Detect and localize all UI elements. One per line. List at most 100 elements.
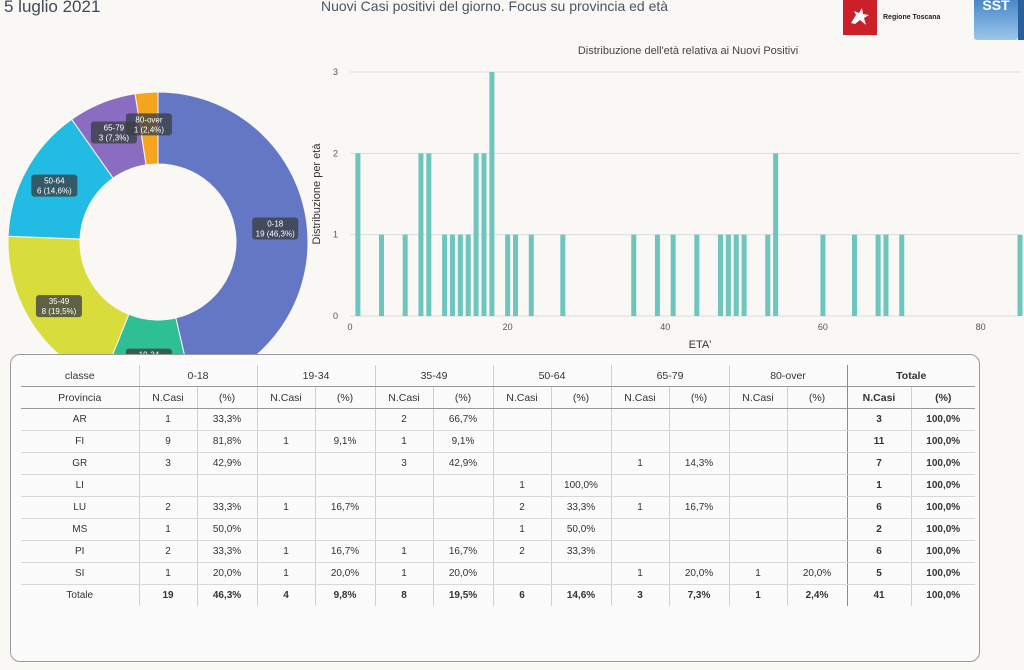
- ncasi-cell: 1: [728, 562, 787, 585]
- pct-header: (%): [550, 386, 611, 409]
- pct-cell: 9,8%: [314, 584, 375, 606]
- histogram-bar-age-12: [442, 234, 448, 316]
- histogram-bar-age-70: [899, 234, 905, 316]
- ncasi-cell: 9: [138, 430, 197, 453]
- page-title: Nuovi Casi positivi del giorno. Focus su…: [321, 0, 669, 14]
- table-row: MS 1 50,0% 1 50,0% 2 100,0%: [21, 518, 975, 541]
- ncasi-cell: [374, 496, 433, 519]
- pct-header: (%): [668, 386, 729, 409]
- ncasi-cell: 3: [374, 452, 433, 475]
- class-header: classe: [21, 365, 139, 387]
- ncasi-cell: [374, 474, 433, 497]
- totals-row: Totale 19 46,3% 4 9,8% 8 19,5% 6 14,6% 3 7,3% 1 2,4%…: [21, 584, 975, 606]
- ncasi-cell: 2: [492, 496, 551, 519]
- ncasi-cell: 1: [138, 518, 197, 541]
- histogram-bar-age-53: [765, 234, 771, 316]
- ncasi-cell: [728, 474, 787, 497]
- class-header-35-49: 35-49: [374, 365, 493, 387]
- ncasi-cell: [728, 540, 787, 563]
- pct-cell: [786, 496, 847, 519]
- total-ncasi-cell: 6: [846, 496, 911, 519]
- ncasi-cell: 1: [610, 496, 669, 519]
- svg-text:6 (14,6%): 6 (14,6%): [37, 187, 72, 196]
- donut-slice-19-34: [109, 313, 187, 360]
- y-tick-label: 2: [333, 148, 338, 158]
- ncasi-cell: [610, 518, 669, 541]
- histogram-bar-age-49: [733, 234, 739, 316]
- svg-text:65-79: 65-79: [104, 124, 125, 133]
- x-axis-label: ETA': [689, 339, 712, 351]
- table-row: GR 3 42,9% 3 42,9% 1 14,3% 7 100,0%: [21, 452, 975, 475]
- table-row: SI 1 20,0% 1 20,0% 1 20,0% 1 20,0% 1 20,0% 5 100,0%: [21, 562, 975, 585]
- histogram-bar-age-4: [379, 234, 385, 316]
- x-tick-label: 0: [347, 322, 352, 332]
- ncasi-cell: [610, 474, 669, 497]
- pct-cell: 33,3%: [196, 540, 257, 563]
- ncasi-cell: [492, 408, 551, 431]
- pct-cell: [668, 408, 729, 431]
- ncasi-cell: 1: [492, 474, 551, 497]
- pct-cell: 20,0%: [196, 562, 257, 585]
- ncasi-cell: [728, 452, 787, 475]
- pct-cell: 16,7%: [314, 496, 375, 519]
- total-ncasi-cell: 1: [846, 474, 911, 497]
- pct-header: (%): [196, 386, 257, 409]
- y-tick-label: 3: [333, 67, 338, 77]
- ncasi-cell: 19: [138, 584, 197, 606]
- province-cell: PI: [21, 540, 139, 563]
- sst-logo-edge: [1018, 0, 1024, 40]
- pct-cell: 42,9%: [432, 452, 493, 475]
- pct-cell: [786, 474, 847, 497]
- ncasi-cell: [138, 474, 197, 497]
- histogram-bar-age-48: [725, 234, 731, 316]
- histogram-bar-age-36: [631, 234, 637, 316]
- pct-cell: 9,1%: [432, 430, 493, 453]
- pct-header: (%): [432, 386, 493, 409]
- report-date: 5 luglio 2021: [4, 0, 101, 16]
- total-ncasi-cell: 11: [846, 430, 911, 453]
- ncasi-cell: [256, 474, 315, 497]
- pct-cell: 46,3%: [196, 584, 257, 606]
- histogram-bar-age-10: [426, 153, 432, 316]
- pct-cell: [550, 408, 611, 431]
- ncasi-cell: 2: [138, 496, 197, 519]
- ncasi-header: N.Casi: [728, 386, 787, 409]
- table-row: PI 2 33,3% 1 16,7% 1 16,7% 2 33,3% 6 100,0%: [21, 540, 975, 563]
- pct-cell: 66,7%: [432, 408, 493, 431]
- class-header-80-over: 80-over: [728, 365, 847, 387]
- histogram-bar-age-54: [773, 153, 779, 316]
- ncasi-header: N.Casi: [138, 386, 197, 409]
- pct-cell: 14,6%: [550, 584, 611, 606]
- pct-cell: 20,0%: [432, 562, 493, 585]
- svg-text:8 (19,5%): 8 (19,5%): [42, 307, 77, 316]
- histogram-bar-age-20: [505, 234, 511, 316]
- pct-cell: 20,0%: [314, 562, 375, 585]
- total-ncasi-cell: 7: [846, 452, 911, 475]
- pct-cell: 20,0%: [668, 562, 729, 585]
- pct-cell: [668, 518, 729, 541]
- pct-cell: [550, 430, 611, 453]
- y-tick-label: 1: [333, 230, 338, 240]
- province-cell: GR: [21, 452, 139, 475]
- ncasi-cell: 1: [138, 408, 197, 431]
- histogram-bar-age-14: [457, 234, 463, 316]
- histogram-bar-age-27: [560, 234, 566, 316]
- histogram-bar-age-50: [741, 234, 747, 316]
- histogram-bar-age-85: [1017, 234, 1023, 316]
- histogram-bar-age-1: [355, 153, 361, 316]
- pct-cell: 20,0%: [786, 562, 847, 585]
- pct-cell: [432, 518, 493, 541]
- province-age-table: classe 0-18 19-34 35-49 50-64 65-79 80-over To…: [21, 365, 975, 606]
- histogram-bar-age-21: [513, 234, 519, 316]
- province-cell: LU: [21, 496, 139, 519]
- class-header-0-18: 0-18: [138, 365, 257, 387]
- histogram-bar-age-7: [402, 234, 408, 316]
- histogram-title: Distribuzione dell'età relativa ai Nuovi…: [578, 45, 798, 57]
- ncasi-cell: 1: [610, 562, 669, 585]
- pct-cell: 50,0%: [196, 518, 257, 541]
- total-ncasi-cell: 3: [846, 408, 911, 431]
- histogram-bar-age-39: [654, 234, 660, 316]
- ncasi-cell: 1: [610, 452, 669, 475]
- total-pct-cell: 100,0%: [910, 430, 975, 453]
